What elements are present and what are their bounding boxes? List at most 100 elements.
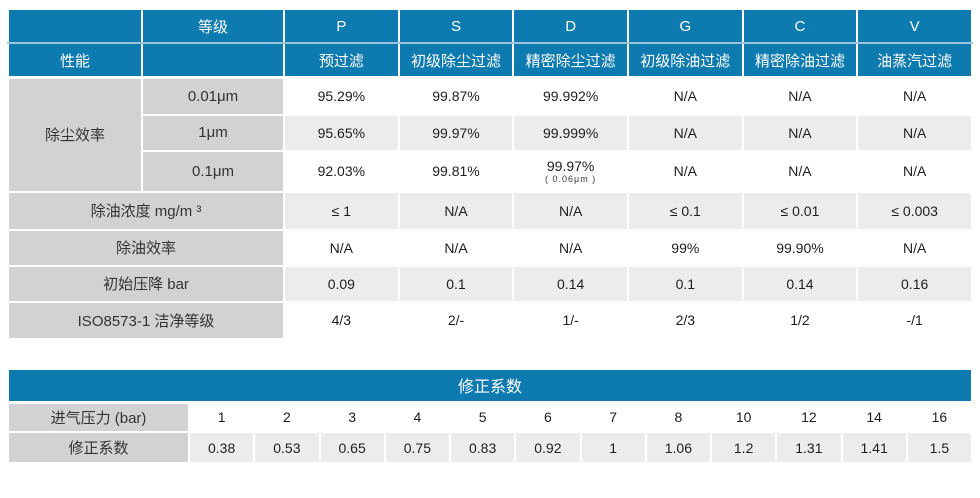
factor-value-cell: 0.38 bbox=[187, 431, 256, 464]
value-cell: 92.03% bbox=[283, 149, 400, 193]
pressure-value-cell: 6 bbox=[514, 401, 582, 433]
value-cell: ≤ 0.1 bbox=[626, 190, 744, 231]
grade-cell-s: S bbox=[397, 8, 515, 44]
value-cell: N/A bbox=[741, 76, 859, 116]
value-cell: N/A bbox=[856, 228, 973, 267]
pressure-value-cell: 2 bbox=[253, 401, 321, 433]
correction-title-row: 修正系数 bbox=[7, 367, 973, 404]
value-cell: 99.999% bbox=[512, 113, 629, 152]
grade-label-cell: 等级 bbox=[141, 8, 285, 44]
corner-cell bbox=[7, 8, 143, 44]
correction-factor-label-cell: 修正系数 bbox=[7, 431, 190, 464]
pressure-value-cell: 10 bbox=[709, 401, 778, 433]
value-cell: 0.16 bbox=[856, 264, 973, 303]
grade-header-row: 等级 P S D G C V bbox=[7, 8, 973, 44]
factor-value-cell: 0.65 bbox=[318, 431, 386, 464]
value-main: 99.97% bbox=[546, 158, 595, 175]
iso-class-label-cell: ISO8573-1 洁净等级 bbox=[7, 300, 285, 340]
pressure-drop-row: 初始压降 bar 0.09 0.1 0.14 0.1 0.14 0.16 bbox=[7, 264, 973, 303]
grade-cell-p: P bbox=[283, 8, 400, 44]
filter-type-cell: 初级除尘过滤 bbox=[397, 42, 515, 79]
filter-type-cell: 初级除油过滤 bbox=[626, 42, 744, 79]
value-cell: N/A bbox=[856, 113, 973, 152]
value-cell: 2/- bbox=[397, 300, 515, 340]
value-cell: 0.14 bbox=[741, 264, 859, 303]
pressure-value-cell: 12 bbox=[775, 401, 843, 433]
pressure-value-cell: 14 bbox=[840, 401, 908, 433]
factor-value-cell: 0.92 bbox=[514, 431, 582, 464]
pressure-drop-label-cell: 初始压降 bar bbox=[7, 264, 285, 303]
value-cell: N/A bbox=[626, 76, 744, 116]
value-cell: N/A bbox=[741, 113, 859, 152]
pressure-value-cell: 4 bbox=[383, 401, 452, 433]
pressure-value-cell: 3 bbox=[318, 401, 386, 433]
value-cell: 95.29% bbox=[283, 76, 400, 116]
value-cell: 99.97% bbox=[397, 113, 515, 152]
dust-efficiency-row-001um: 除尘效率 0.01μm 95.29% 99.87% 99.992% N/A N/… bbox=[7, 76, 973, 193]
particle-size-cell: 0.01μm bbox=[141, 76, 285, 116]
value-cell: N/A bbox=[283, 228, 400, 267]
correction-table: 修正系数 进气压力 (bar) 1 2 3 4 5 6 7 8 10 12 14… bbox=[7, 367, 974, 464]
value-cell: 99.81% bbox=[397, 149, 515, 193]
dust-efficiency-label-cell: 除尘效率 bbox=[7, 76, 143, 193]
pressure-value-cell: 1 bbox=[187, 401, 256, 433]
inlet-pressure-row: 进气压力 (bar) 1 2 3 4 5 6 7 8 10 12 14 16 bbox=[7, 401, 974, 433]
oil-efficiency-row: 除油效率 N/A N/A N/A 99% 99.90% N/A bbox=[7, 228, 973, 267]
inlet-pressure-label-cell: 进气压力 (bar) bbox=[7, 401, 190, 433]
value-cell: N/A bbox=[856, 149, 973, 193]
spec-table: 等级 P S D G C V 性能 预过滤 初级除尘过滤 精密除尘过滤 初级除油… bbox=[7, 8, 973, 340]
value-cell: 1/- bbox=[512, 300, 629, 340]
value-cell: N/A bbox=[397, 228, 515, 267]
value-cell: ≤ 0.003 bbox=[856, 190, 973, 231]
performance-label-cell: 性能 bbox=[7, 42, 143, 79]
value-cell: -/1 bbox=[856, 300, 973, 340]
iso-class-row: ISO8573-1 洁净等级 4/3 2/- 1/- 2/3 1/2 -/1 bbox=[7, 300, 973, 340]
value-cell: 1/2 bbox=[741, 300, 859, 340]
filter-type-header-row: 性能 预过滤 初级除尘过滤 精密除尘过滤 初级除油过滤 精密除油过滤 油蒸汽过滤 bbox=[7, 42, 973, 79]
grade-cell-v: V bbox=[856, 8, 973, 44]
filter-type-cell: 精密除油过滤 bbox=[741, 42, 859, 79]
factor-value-cell: 1.2 bbox=[709, 431, 778, 464]
grade-cell-g: G bbox=[626, 8, 744, 44]
pressure-value-cell: 8 bbox=[644, 401, 713, 433]
grade-cell-d: D bbox=[512, 8, 629, 44]
value-cell: 0.09 bbox=[283, 264, 400, 303]
page: 等级 P S D G C V 性能 预过滤 初级除尘过滤 精密除尘过滤 初级除油… bbox=[7, 8, 974, 464]
factor-value-cell: 0.53 bbox=[253, 431, 321, 464]
value-cell: 0.14 bbox=[512, 264, 629, 303]
factor-value-cell: 1.31 bbox=[775, 431, 843, 464]
dust-efficiency-row-01um: 0.1μm 92.03% 99.81% 99.97% ( 0.06μm ) N/… bbox=[8, 149, 973, 193]
value-cell: ≤ 0.01 bbox=[741, 190, 859, 231]
value-cell: 4/3 bbox=[283, 300, 400, 340]
grade-cell-c: C bbox=[741, 8, 859, 44]
value-cell: 95.65% bbox=[283, 113, 400, 152]
value-cell: N/A bbox=[856, 76, 973, 116]
particle-size-cell: 0.1μm bbox=[141, 149, 285, 193]
blank-header-cell bbox=[141, 42, 285, 79]
filter-type-cell: 精密除尘过滤 bbox=[512, 42, 629, 79]
filter-type-cell: 油蒸汽过滤 bbox=[856, 42, 973, 79]
oil-efficiency-label-cell: 除油效率 bbox=[7, 228, 285, 267]
filter-type-cell: 预过滤 bbox=[283, 42, 400, 79]
value-cell: 99.90% bbox=[741, 228, 859, 267]
dust-efficiency-row-1um: 1μm 95.65% 99.97% 99.999% N/A N/A N/A bbox=[8, 113, 973, 152]
value-cell: N/A bbox=[397, 190, 515, 231]
factor-value-cell: 1.5 bbox=[905, 431, 974, 464]
pressure-value-cell: 5 bbox=[448, 401, 517, 433]
oil-concentration-row: 除油浓度 mg/m ³ ≤ 1 N/A N/A ≤ 0.1 ≤ 0.01 ≤ 0… bbox=[7, 190, 973, 231]
pressure-value-cell: 16 bbox=[905, 401, 974, 433]
particle-size-cell: 1μm bbox=[141, 113, 285, 152]
factor-value-cell: 1 bbox=[579, 431, 647, 464]
value-cell: N/A bbox=[626, 113, 744, 152]
value-cell: N/A bbox=[512, 228, 629, 267]
oil-concentration-label-cell: 除油浓度 mg/m ³ bbox=[7, 190, 285, 231]
value-cell-with-note: 99.97% ( 0.06μm ) bbox=[512, 149, 629, 193]
factor-value-cell: 0.83 bbox=[448, 431, 517, 464]
correction-factor-row: 修正系数 0.38 0.53 0.65 0.75 0.83 0.92 1 1.0… bbox=[7, 431, 974, 464]
value-cell: 99.992% bbox=[512, 76, 629, 116]
value-cell: ≤ 1 bbox=[283, 190, 400, 231]
factor-value-cell: 1.06 bbox=[644, 431, 713, 464]
pressure-value-cell: 7 bbox=[579, 401, 647, 433]
value-cell: 99% bbox=[626, 228, 744, 267]
value-cell: 99.87% bbox=[397, 76, 515, 116]
